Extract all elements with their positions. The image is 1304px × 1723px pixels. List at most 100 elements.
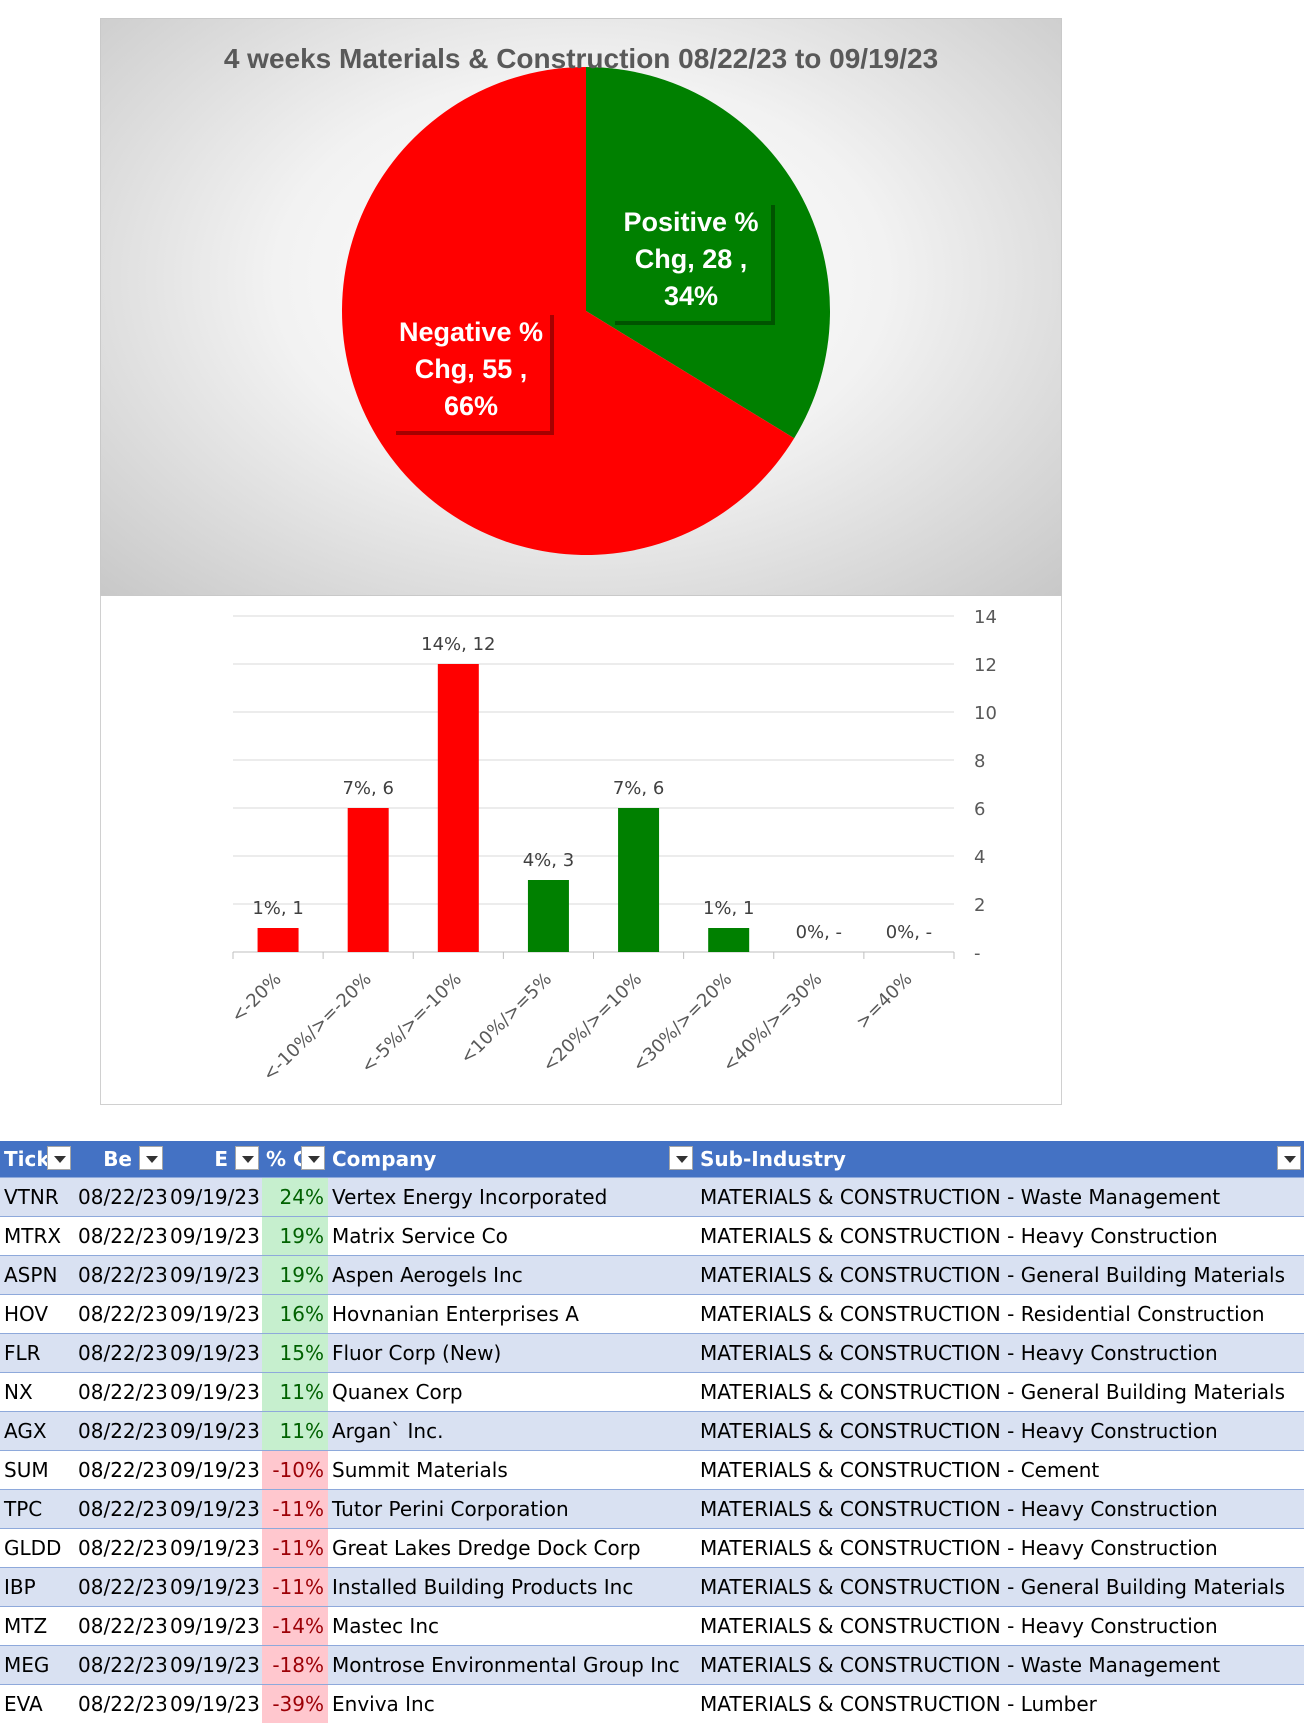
- cell-sub-industry: MATERIALS & CONSTRUCTION - Heavy Constru…: [696, 1490, 1304, 1529]
- bar-data-label: 14%, 12: [421, 634, 495, 655]
- cell-end-date: 09/19/23: [166, 1295, 262, 1334]
- x-tick-label: <-20%: [227, 969, 285, 1027]
- cell-company: Matrix Service Co: [328, 1217, 696, 1256]
- cell-company: Quanex Corp: [328, 1373, 696, 1412]
- cell-percent-change: -18%: [262, 1646, 328, 1685]
- y-tick-label: -: [974, 943, 981, 964]
- filter-dropdown-icon[interactable]: [301, 1146, 325, 1170]
- cell-begin-date: 08/22/23: [74, 1256, 166, 1295]
- cell-begin-date: 08/22/23: [74, 1295, 166, 1334]
- cell-company: Summit Materials: [328, 1451, 696, 1490]
- cell-end-date: 09/19/23: [166, 1451, 262, 1490]
- cell-sub-industry: MATERIALS & CONSTRUCTION - Waste Managem…: [696, 1178, 1304, 1217]
- column-header-end[interactable]: E: [166, 1141, 262, 1178]
- cell-percent-change: -10%: [262, 1451, 328, 1490]
- bar: [348, 808, 389, 952]
- filter-dropdown-icon[interactable]: [47, 1146, 71, 1170]
- y-tick-label: 12: [974, 655, 997, 676]
- column-header-ticker[interactable]: Tick: [0, 1141, 74, 1178]
- column-header-company[interactable]: Company: [328, 1141, 696, 1178]
- filter-dropdown-icon[interactable]: [139, 1146, 163, 1170]
- cell-ticker: TPC: [0, 1490, 74, 1529]
- cell-ticker: NX: [0, 1373, 74, 1412]
- pie-data-label: Chg, 28 ,: [635, 244, 748, 274]
- y-tick-label: 14: [974, 607, 997, 628]
- cell-ticker: GLDD: [0, 1529, 74, 1568]
- filter-dropdown-icon[interactable]: [235, 1146, 259, 1170]
- cell-ticker: MTZ: [0, 1607, 74, 1646]
- y-tick-label: 2: [974, 895, 985, 916]
- bar-data-label: 0%, -: [886, 922, 933, 943]
- filter-dropdown-icon[interactable]: [1277, 1146, 1301, 1170]
- x-tick-label: <10%/>=5%: [456, 969, 556, 1069]
- column-header-label: Sub-Industry: [700, 1147, 846, 1171]
- cell-sub-industry: MATERIALS & CONSTRUCTION - General Build…: [696, 1256, 1304, 1295]
- x-tick-label: >=40%: [852, 969, 916, 1033]
- cell-percent-change: 19%: [262, 1256, 328, 1295]
- filter-dropdown-icon[interactable]: [669, 1146, 693, 1170]
- cell-begin-date: 08/22/23: [74, 1529, 166, 1568]
- column-header-sub-industry[interactable]: Sub-Industry: [696, 1141, 1304, 1178]
- pie-data-label: Chg, 55 ,: [415, 354, 528, 384]
- column-header-begin[interactable]: Be: [74, 1141, 166, 1178]
- cell-percent-change: 19%: [262, 1217, 328, 1256]
- cell-end-date: 09/19/23: [166, 1217, 262, 1256]
- cell-end-date: 09/19/23: [166, 1607, 262, 1646]
- cell-ticker: MEG: [0, 1646, 74, 1685]
- cell-begin-date: 08/22/23: [74, 1685, 166, 1723]
- cell-ticker: IBP: [0, 1568, 74, 1607]
- cell-end-date: 09/19/23: [166, 1646, 262, 1685]
- cell-sub-industry: MATERIALS & CONSTRUCTION - Residential C…: [696, 1295, 1304, 1334]
- cell-sub-industry: MATERIALS & CONSTRUCTION - Heavy Constru…: [696, 1529, 1304, 1568]
- cell-sub-industry: MATERIALS & CONSTRUCTION - Waste Managem…: [696, 1646, 1304, 1685]
- cell-company: Fluor Corp (New): [328, 1334, 696, 1373]
- pie-data-label: 66%: [444, 391, 498, 421]
- cell-sub-industry: MATERIALS & CONSTRUCTION - Heavy Constru…: [696, 1412, 1304, 1451]
- cell-ticker: VTNR: [0, 1178, 74, 1217]
- cell-ticker: HOV: [0, 1295, 74, 1334]
- bar-data-label: 7%, 6: [342, 778, 393, 799]
- cell-begin-date: 08/22/23: [74, 1178, 166, 1217]
- cell-percent-change: -14%: [262, 1607, 328, 1646]
- cell-begin-date: 08/22/23: [74, 1373, 166, 1412]
- cell-company: Enviva Inc: [328, 1685, 696, 1723]
- cell-ticker: ASPN: [0, 1256, 74, 1295]
- cell-end-date: 09/19/23: [166, 1490, 262, 1529]
- cell-sub-industry: MATERIALS & CONSTRUCTION - Cement: [696, 1451, 1304, 1490]
- cell-percent-change: -39%: [262, 1685, 328, 1723]
- cell-begin-date: 08/22/23: [74, 1412, 166, 1451]
- pie-chart-title: 4 weeks Materials & Construction 08/22/2…: [101, 43, 1061, 75]
- cell-begin-date: 08/22/23: [74, 1217, 166, 1256]
- cell-company: Mastec Inc: [328, 1607, 696, 1646]
- bar: [528, 880, 569, 952]
- cell-end-date: 09/19/23: [166, 1256, 262, 1295]
- column-header-change[interactable]: % C: [262, 1141, 328, 1178]
- cell-end-date: 09/19/23: [166, 1685, 262, 1723]
- cell-begin-date: 08/22/23: [74, 1646, 166, 1685]
- cell-percent-change: 16%: [262, 1295, 328, 1334]
- cell-end-date: 09/19/23: [166, 1568, 262, 1607]
- cell-ticker: EVA: [0, 1685, 74, 1723]
- cell-sub-industry: MATERIALS & CONSTRUCTION - General Build…: [696, 1568, 1304, 1607]
- pie-chart-panel: Positive %Chg, 28 ,34%Negative %Chg, 55 …: [100, 18, 1062, 596]
- cell-company: Aspen Aerogels Inc: [328, 1256, 696, 1295]
- cell-end-date: 09/19/23: [166, 1334, 262, 1373]
- column-header-label: E: [214, 1147, 228, 1171]
- bar-data-label: 0%, -: [796, 922, 843, 943]
- column-header-label: Tick: [4, 1147, 50, 1171]
- cell-sub-industry: MATERIALS & CONSTRUCTION - General Build…: [696, 1373, 1304, 1412]
- cell-end-date: 09/19/23: [166, 1373, 262, 1412]
- bar-data-label: 1%, 1: [252, 898, 303, 919]
- cell-company: Great Lakes Dredge Dock Corp: [328, 1529, 696, 1568]
